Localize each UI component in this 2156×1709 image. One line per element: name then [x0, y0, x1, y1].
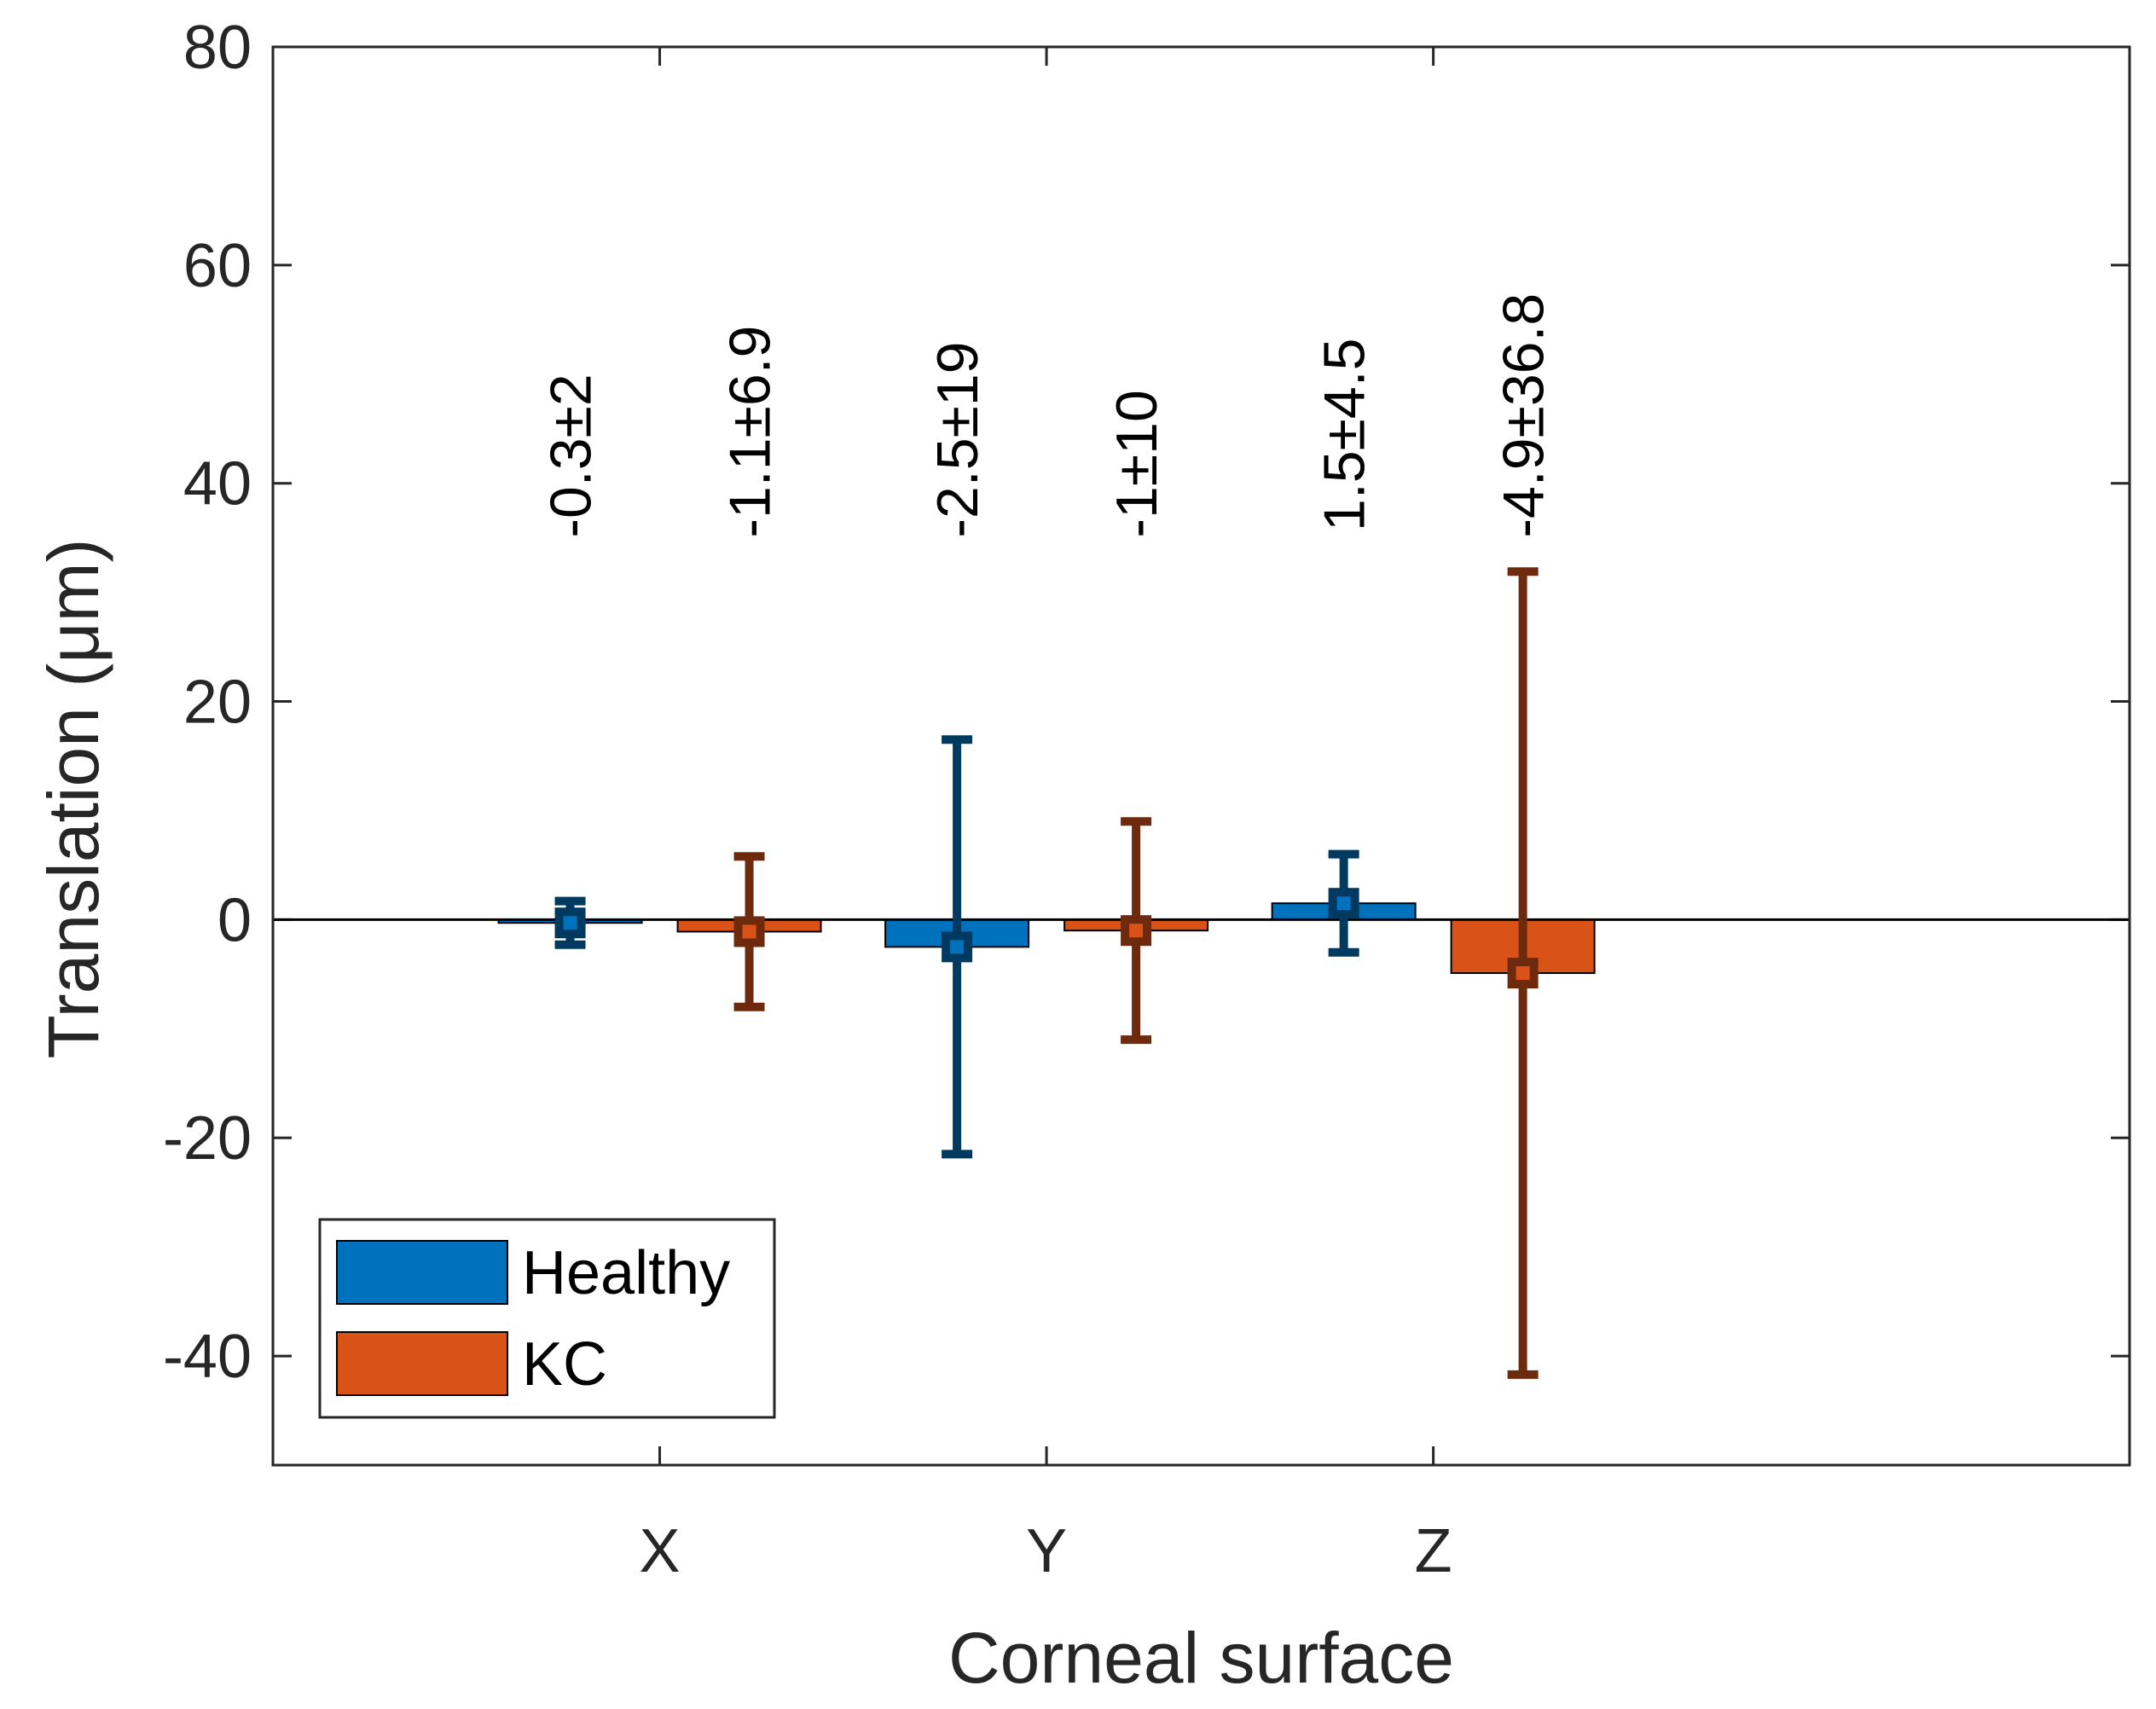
y-tick-label: 40	[183, 450, 252, 518]
error-bar	[942, 735, 973, 1159]
data-labels-layer: -0.3±2 -2.5±19 1.5±4.5 -1.1±6.9 -1±10 -4.9±36…	[539, 293, 1556, 538]
y-tick-label: 80	[183, 14, 252, 82]
legend: Healthy KC	[318, 1218, 776, 1419]
legend-swatch-healthy	[336, 1240, 508, 1305]
y-tick-label: 20	[183, 669, 252, 737]
legend-swatch-kc	[336, 1331, 508, 1396]
data-label: -4.9±36.8	[1492, 293, 1556, 538]
mean-marker	[1121, 915, 1152, 947]
x-tick-label: Z	[1415, 1517, 1452, 1585]
y-tick-label: 60	[183, 232, 252, 300]
error-bar	[1507, 567, 1539, 1379]
x-tick-label: X	[640, 1517, 681, 1585]
mean-marker	[1507, 958, 1539, 989]
data-label: -1.1±6.9	[718, 326, 783, 538]
mean-marker	[942, 931, 973, 963]
data-label: -0.3±2	[539, 374, 604, 537]
mean-marker	[1328, 888, 1359, 919]
error-bar	[1328, 849, 1359, 957]
error-bar	[733, 852, 765, 1011]
legend-label-kc: KC	[522, 1330, 607, 1399]
x-tick-layer: X Y Z	[640, 47, 1452, 1585]
data-label: 1.5±4.5	[1313, 339, 1377, 531]
legend-label-healthy: Healthy	[522, 1239, 730, 1307]
data-label: -1±10	[1104, 390, 1169, 537]
error-bars-layer	[554, 567, 1539, 1379]
plot-area-frame	[271, 45, 2131, 1467]
y-tick-label: -20	[163, 1104, 252, 1173]
x-axis-title: Corneal surface	[948, 1618, 1454, 1698]
error-bar	[554, 896, 586, 949]
error-bar	[1121, 817, 1152, 1045]
y-tick-label: -40	[163, 1323, 252, 1391]
y-axis-title: Translation (μm)	[33, 538, 113, 1058]
data-label: -2.5±19	[925, 342, 990, 538]
y-tick-layer: 80 60 40 20 0 -20 -40	[163, 14, 2130, 1391]
y-tick-label: 0	[217, 886, 252, 954]
mean-marker	[554, 907, 586, 939]
bars-layer	[497, 902, 1596, 975]
mean-marker	[733, 916, 765, 947]
x-tick-label: Y	[1026, 1517, 1067, 1585]
